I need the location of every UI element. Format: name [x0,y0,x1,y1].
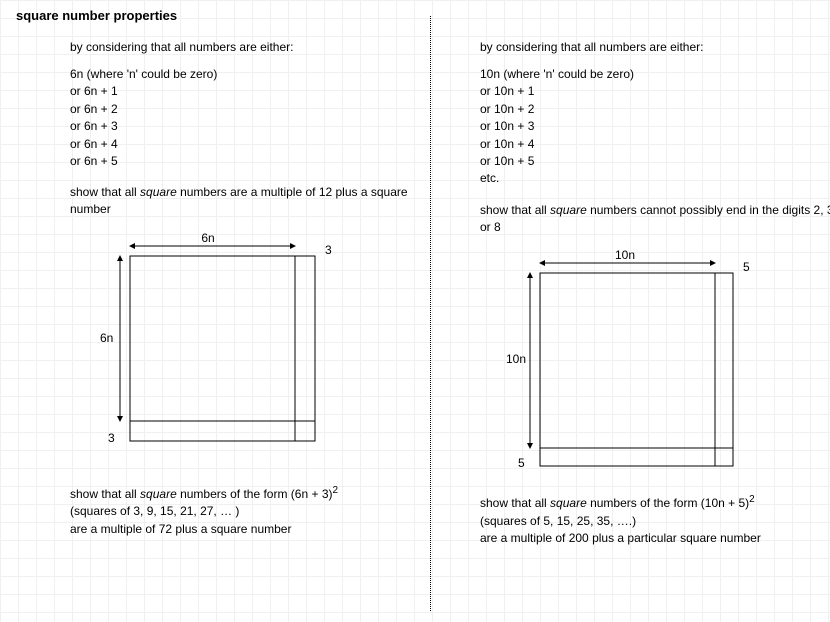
right-conclusion: show that all square numbers of the form… [480,493,830,547]
right-concl-em: square [550,496,587,510]
page-title: square number properties [16,8,177,23]
left-list-item: 6n (where 'n' could be zero) [70,66,440,83]
left-concl-d: are a multiple of 72 plus a square numbe… [70,521,440,538]
right-list-item: or 10n + 4 [480,136,830,153]
left-concl-sup: 2 [333,485,339,496]
right-dim-top: 10n [615,248,635,262]
right-dim-strip-left: 5 [518,456,525,470]
left-diagram: 6n 3 6n 3 [90,236,440,456]
left-intro: by considering that all numbers are eith… [70,40,440,54]
left-list-item: or 6n + 3 [70,118,440,135]
right-dim-left: 10n [506,352,526,366]
right-diagram: 10n 5 10n 5 [500,253,830,473]
left-list-item: or 6n + 1 [70,83,440,100]
left-show-statement: show that all square numbers are a multi… [70,184,440,218]
left-show-em: square [140,185,177,199]
right-list-item: or 10n + 2 [480,101,830,118]
left-concl-b: numbers of the form (6n + 3) [177,487,333,501]
right-concl-a: show that all [480,496,550,510]
right-concl-c: (squares of 5, 15, 25, 35, ….) [480,513,830,530]
left-list-item: or 6n + 2 [70,101,440,118]
right-concl-sup: 2 [749,494,755,505]
right-list-item: or 10n + 3 [480,118,830,135]
left-concl-c: (squares of 3, 9, 15, 21, 27, … ) [70,503,440,520]
right-list: 10n (where 'n' could be zero) or 10n + 1… [480,66,830,188]
left-conclusion: show that all square numbers of the form… [70,484,440,538]
left-list-item: or 6n + 5 [70,153,440,170]
left-dim-left: 6n [100,331,113,345]
right-dim-strip-top: 5 [743,260,750,274]
left-concl-a: show that all [70,487,140,501]
right-list-item: etc. [480,170,830,187]
left-concl-em: square [140,487,177,501]
left-show-a: show that all [70,185,140,199]
right-list-item: or 10n + 1 [480,83,830,100]
right-intro: by considering that all numbers are eith… [480,40,830,54]
left-list: 6n (where 'n' could be zero) or 6n + 1 o… [70,66,440,170]
right-list-item: 10n (where 'n' could be zero) [480,66,830,83]
right-concl-d: are a multiple of 200 plus a particular … [480,530,830,547]
right-show-em: square [550,203,587,217]
right-show-statement: show that all square numbers cannot poss… [480,202,830,236]
left-dim-strip-top: 3 [325,243,332,257]
left-column: by considering that all numbers are eith… [70,40,440,538]
left-list-item: or 6n + 4 [70,136,440,153]
left-dim-strip-left: 3 [108,431,115,445]
right-concl-b: numbers of the form (10n + 5) [587,496,749,510]
right-show-a: show that all [480,203,550,217]
right-list-item: or 10n + 5 [480,153,830,170]
left-dim-top: 6n [201,231,214,245]
right-column: by considering that all numbers are eith… [480,40,830,548]
